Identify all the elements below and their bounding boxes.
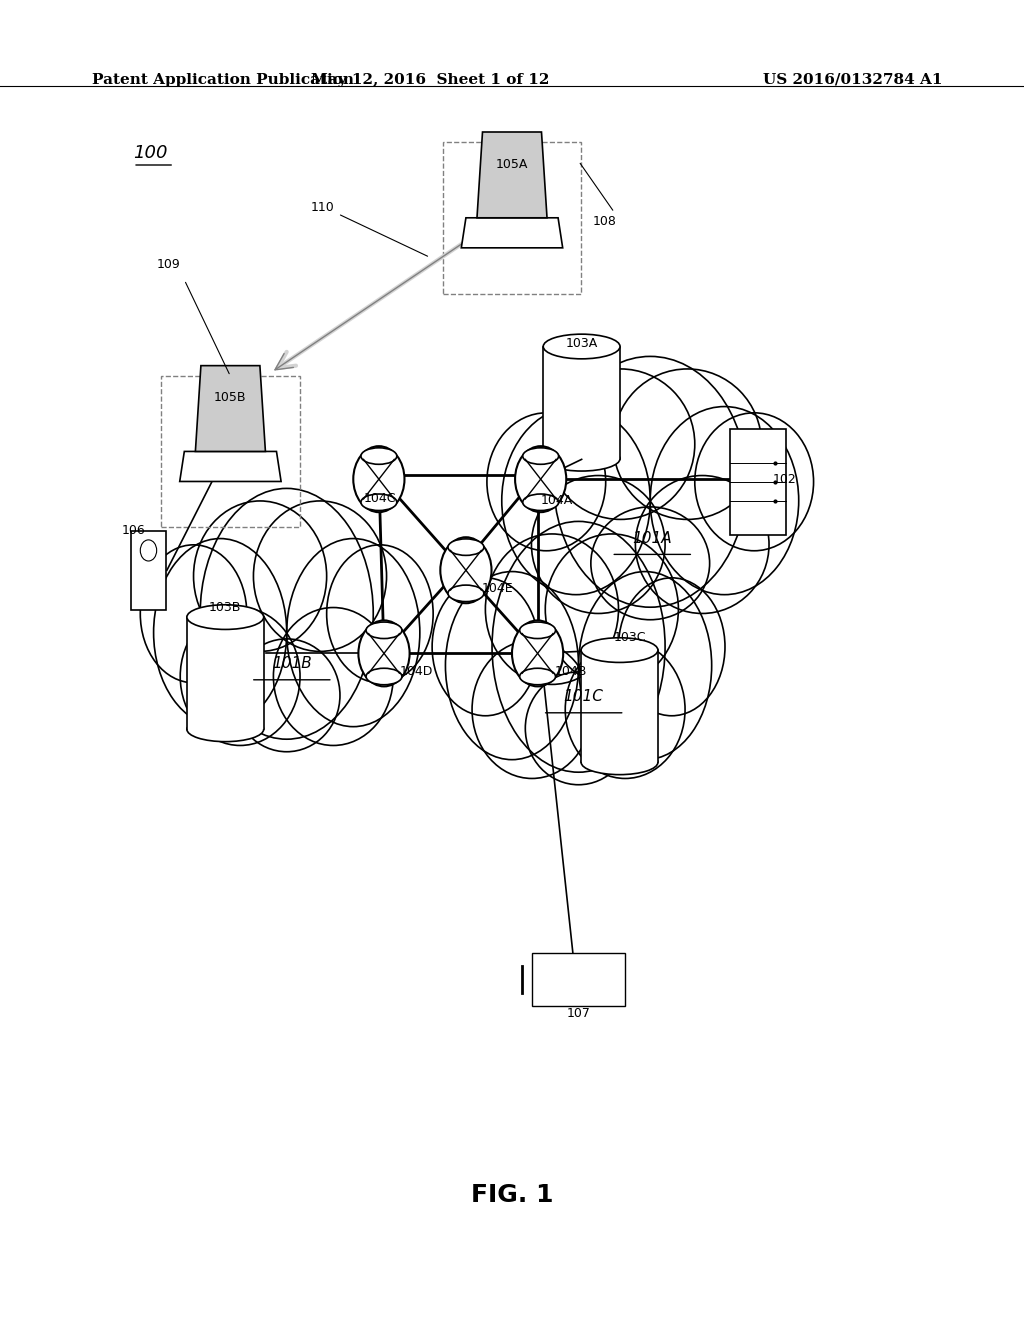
Polygon shape (461, 218, 563, 248)
Ellipse shape (367, 622, 401, 639)
Ellipse shape (547, 370, 694, 520)
Ellipse shape (520, 668, 555, 685)
Ellipse shape (582, 750, 657, 775)
Circle shape (515, 446, 566, 512)
Ellipse shape (233, 639, 340, 752)
Ellipse shape (545, 535, 678, 685)
Polygon shape (180, 451, 281, 482)
Ellipse shape (445, 572, 579, 760)
Ellipse shape (635, 475, 769, 614)
Ellipse shape (618, 578, 725, 715)
Ellipse shape (613, 370, 762, 520)
Text: 104C: 104C (364, 492, 396, 506)
Polygon shape (477, 132, 547, 218)
Text: 101C: 101C (564, 689, 603, 705)
Ellipse shape (360, 447, 397, 465)
Ellipse shape (695, 413, 813, 550)
Ellipse shape (327, 545, 433, 682)
Text: 101A: 101A (633, 531, 672, 546)
Text: 104A: 104A (541, 494, 572, 507)
Text: 107: 107 (566, 1007, 591, 1020)
Ellipse shape (254, 500, 387, 652)
Ellipse shape (650, 407, 799, 594)
Ellipse shape (201, 488, 374, 739)
Text: 104E: 104E (481, 582, 513, 595)
Ellipse shape (140, 545, 247, 682)
Ellipse shape (565, 640, 685, 779)
Ellipse shape (432, 578, 539, 715)
Bar (532, 953, 625, 1006)
Text: 105B: 105B (214, 391, 247, 404)
Bar (543, 347, 620, 459)
Bar (186, 618, 264, 729)
Text: 103B: 103B (209, 601, 242, 614)
FancyArrowPatch shape (278, 239, 469, 368)
Ellipse shape (520, 622, 555, 639)
Ellipse shape (186, 717, 264, 742)
Ellipse shape (186, 605, 264, 630)
Ellipse shape (485, 535, 618, 685)
Ellipse shape (579, 572, 712, 760)
Text: 103A: 103A (565, 337, 598, 350)
Ellipse shape (523, 447, 559, 465)
Text: 105A: 105A (496, 158, 528, 172)
Ellipse shape (543, 446, 620, 471)
Ellipse shape (523, 494, 559, 511)
Ellipse shape (180, 607, 300, 746)
Text: Patent Application Publication: Patent Application Publication (92, 73, 354, 87)
Bar (442, 143, 582, 294)
Text: US 2016/0132784 A1: US 2016/0132784 A1 (763, 73, 942, 87)
Text: FIG. 1: FIG. 1 (471, 1183, 553, 1206)
Ellipse shape (194, 500, 327, 652)
Polygon shape (196, 366, 265, 451)
Ellipse shape (367, 668, 401, 685)
Ellipse shape (531, 475, 666, 614)
Ellipse shape (591, 507, 710, 620)
Text: 101B: 101B (272, 656, 311, 672)
Ellipse shape (287, 539, 420, 726)
Circle shape (358, 620, 410, 686)
Ellipse shape (525, 672, 632, 784)
Ellipse shape (273, 607, 393, 746)
Text: 103C: 103C (613, 631, 646, 644)
Text: 102: 102 (773, 473, 797, 486)
Circle shape (512, 620, 563, 686)
Text: 106: 106 (121, 524, 145, 537)
Ellipse shape (502, 407, 650, 594)
Ellipse shape (360, 494, 397, 511)
Ellipse shape (554, 356, 746, 607)
Ellipse shape (487, 413, 605, 550)
Text: 110: 110 (310, 201, 335, 214)
Ellipse shape (449, 539, 484, 556)
Circle shape (440, 537, 492, 603)
Bar (729, 429, 786, 535)
Text: May 12, 2016  Sheet 1 of 12: May 12, 2016 Sheet 1 of 12 (311, 73, 549, 87)
Bar (131, 531, 166, 610)
Ellipse shape (472, 640, 592, 779)
Text: 100: 100 (133, 144, 168, 162)
Ellipse shape (154, 539, 287, 726)
Ellipse shape (582, 638, 657, 663)
Text: 104D: 104D (399, 665, 433, 678)
Text: 104B: 104B (555, 665, 588, 678)
Text: 109: 109 (157, 257, 181, 271)
Ellipse shape (543, 334, 620, 359)
Bar (582, 649, 657, 762)
Text: 108: 108 (592, 215, 616, 228)
Circle shape (353, 446, 404, 512)
Ellipse shape (492, 521, 666, 772)
Bar (162, 375, 299, 527)
Ellipse shape (449, 585, 484, 602)
